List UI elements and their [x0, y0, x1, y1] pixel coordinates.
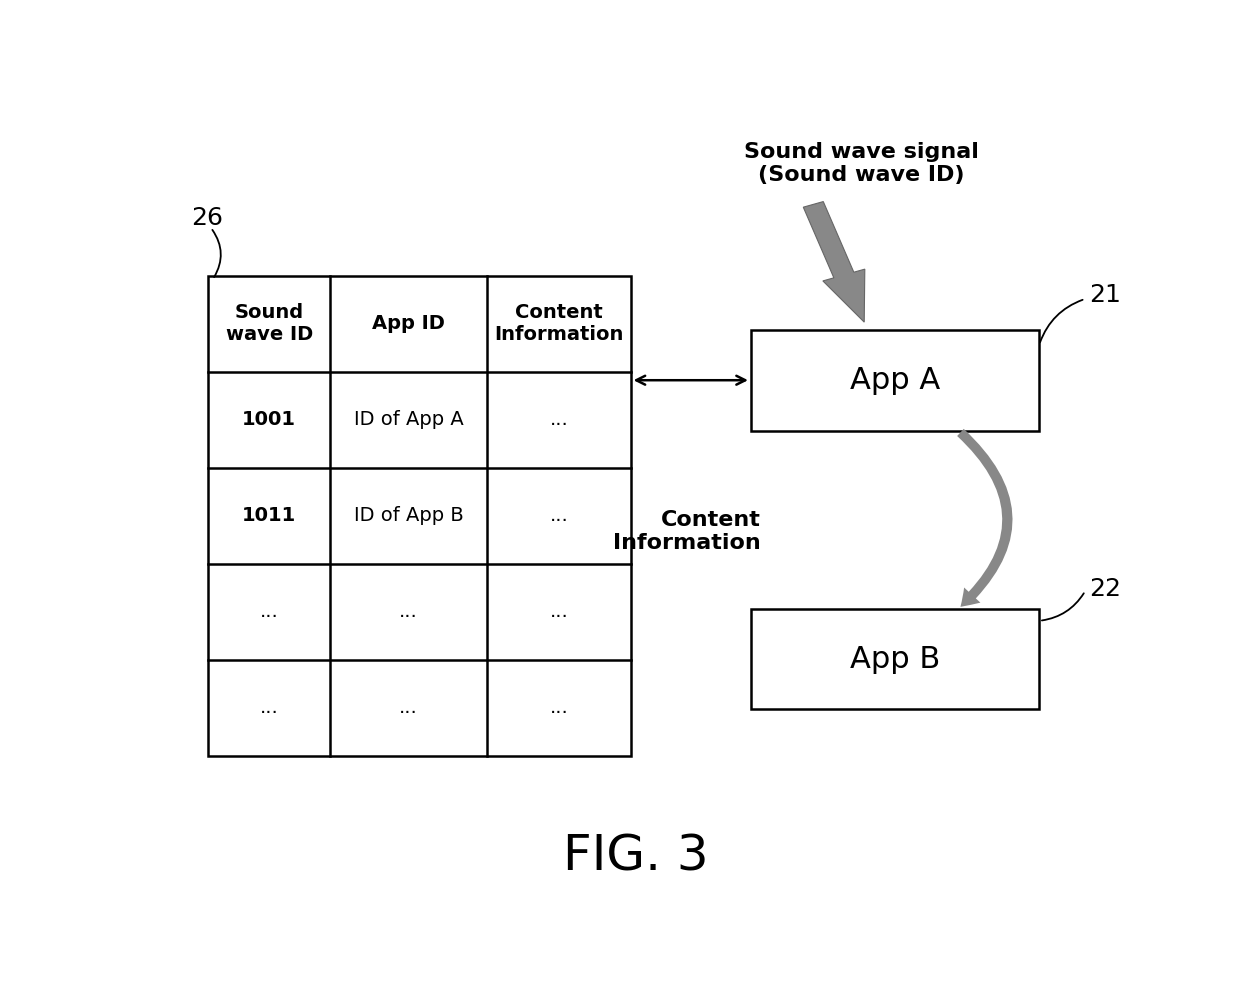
Text: 26: 26: [191, 205, 223, 229]
Text: ...: ...: [549, 506, 568, 525]
Text: 21: 21: [1089, 283, 1121, 307]
Text: Sound
wave ID: Sound wave ID: [226, 303, 312, 344]
FancyArrowPatch shape: [957, 429, 1013, 607]
Text: App ID: App ID: [372, 314, 445, 333]
Text: ...: ...: [549, 603, 568, 622]
Text: 1001: 1001: [242, 410, 296, 430]
Text: ID of App A: ID of App A: [353, 410, 464, 430]
Text: Sound wave signal
(Sound wave ID): Sound wave signal (Sound wave ID): [744, 142, 978, 185]
Text: ...: ...: [260, 603, 279, 622]
Polygon shape: [804, 201, 864, 322]
Bar: [751, 609, 1039, 709]
Text: Content
Information: Content Information: [613, 510, 760, 553]
Text: 22: 22: [1089, 577, 1121, 602]
Text: ...: ...: [549, 410, 568, 430]
Text: ...: ...: [399, 698, 418, 717]
Text: App B: App B: [849, 645, 940, 674]
Text: ...: ...: [399, 603, 418, 622]
Text: FIG. 3: FIG. 3: [563, 833, 708, 880]
Text: ...: ...: [549, 698, 568, 717]
Bar: [208, 276, 631, 756]
Text: Content
Information: Content Information: [494, 303, 624, 344]
Text: ID of App B: ID of App B: [353, 506, 464, 525]
Text: ...: ...: [260, 698, 279, 717]
Text: 1011: 1011: [242, 506, 296, 525]
Bar: [751, 330, 1039, 431]
Text: App A: App A: [849, 366, 940, 394]
